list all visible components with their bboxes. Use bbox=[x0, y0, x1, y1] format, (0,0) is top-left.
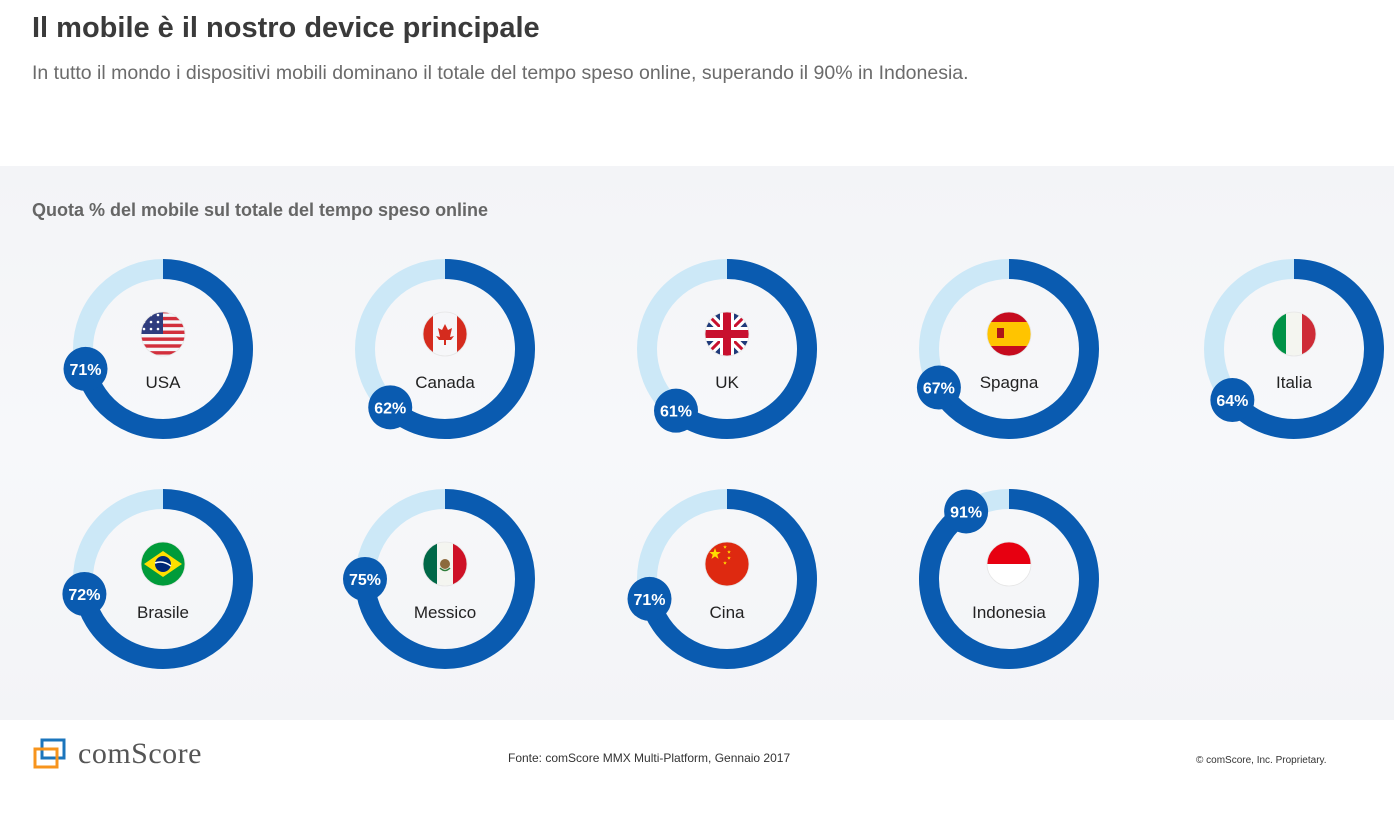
donut-arc-usa bbox=[75, 259, 253, 439]
canada-flag-icon bbox=[422, 311, 468, 357]
value-label: 71% bbox=[633, 592, 665, 609]
value-label: 71% bbox=[69, 362, 101, 379]
value-badge bbox=[654, 388, 699, 433]
country-label: Spagna bbox=[980, 373, 1039, 392]
italy-flag-icon bbox=[1271, 311, 1317, 357]
value-badge bbox=[368, 385, 413, 430]
mexico-flag-icon bbox=[422, 541, 468, 587]
country-label: Canada bbox=[415, 373, 475, 392]
comscore-logo: comScore bbox=[32, 736, 202, 772]
usa-flag-icon bbox=[140, 311, 186, 357]
country-label: Brasile bbox=[137, 603, 189, 622]
donut-arc-uk bbox=[669, 259, 817, 439]
country-label: USA bbox=[146, 373, 182, 392]
value-badge bbox=[343, 557, 387, 601]
page-subtitle: In tutto il mondo i dispositivi mobili d… bbox=[32, 62, 969, 84]
china-flag-icon bbox=[704, 541, 750, 587]
country-label: Indonesia bbox=[972, 603, 1046, 622]
comscore-logo-icon bbox=[33, 738, 66, 769]
value-badge bbox=[62, 571, 107, 616]
copyright-note: © comScore, Inc. Proprietary. bbox=[1196, 755, 1327, 766]
value-label: 72% bbox=[68, 587, 100, 604]
donut-arc-cina bbox=[639, 489, 817, 669]
country-label: Italia bbox=[1276, 373, 1312, 392]
country-label: Messico bbox=[414, 603, 476, 622]
country-label: Cina bbox=[710, 603, 746, 622]
chart-title: Quota % del mobile sul totale del tempo … bbox=[32, 200, 489, 220]
value-label: 64% bbox=[1216, 393, 1248, 410]
value-badge bbox=[63, 346, 108, 391]
value-label: 61% bbox=[660, 404, 692, 421]
donut-arc-italia bbox=[1224, 259, 1384, 439]
page-title: Il mobile è il nostro device principale bbox=[32, 12, 540, 44]
donut-arc-spagna bbox=[930, 259, 1099, 439]
value-label: 75% bbox=[349, 572, 381, 589]
donut-arc-canada bbox=[383, 259, 535, 439]
country-label: UK bbox=[715, 373, 739, 392]
value-badge bbox=[944, 489, 989, 534]
spain-flag-icon bbox=[986, 311, 1032, 357]
value-badge bbox=[627, 576, 672, 621]
donut-arc-brasile bbox=[74, 489, 253, 669]
value-label: 91% bbox=[950, 504, 982, 521]
value-badge bbox=[1210, 377, 1255, 422]
logo-text: comScore bbox=[78, 737, 202, 770]
value-label: 67% bbox=[923, 381, 955, 398]
donut-arc-messico bbox=[355, 489, 535, 669]
source-note: Fonte: comScore MMX Multi-Platform, Genn… bbox=[508, 751, 791, 765]
donut-arc-indonesia bbox=[919, 489, 1099, 669]
indonesia-flag-icon bbox=[986, 541, 1032, 587]
brazil-flag-icon bbox=[140, 541, 186, 587]
value-label: 62% bbox=[374, 400, 406, 417]
uk-flag-icon bbox=[704, 311, 750, 357]
value-badge bbox=[916, 365, 961, 410]
